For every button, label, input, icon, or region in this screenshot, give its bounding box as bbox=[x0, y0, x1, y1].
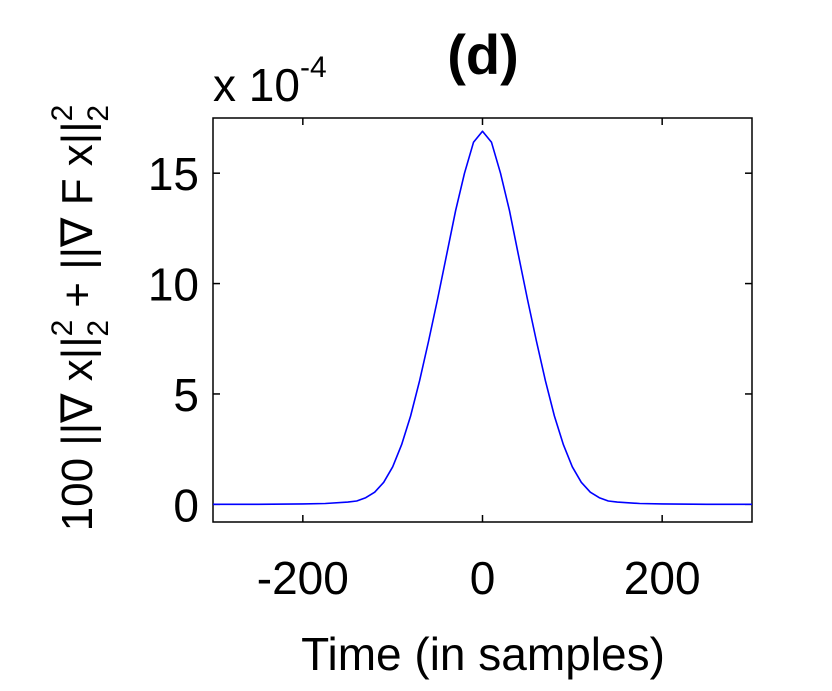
scale-label: x 10-4 bbox=[213, 51, 327, 111]
x-tick-label: 200 bbox=[624, 552, 701, 604]
y-tick-label: 10 bbox=[148, 259, 199, 311]
y-tick-label: 15 bbox=[148, 148, 199, 200]
chart-title: (d) bbox=[447, 23, 519, 86]
y-tick-label: 0 bbox=[173, 479, 199, 531]
y-axis-label: 100 ||∇ x||2 2 + ||∇ F x||2 2 bbox=[46, 105, 115, 532]
y-tick-label: 5 bbox=[173, 369, 199, 421]
series-layer bbox=[213, 130, 752, 506]
plot-area bbox=[212, 117, 753, 523]
x-tick-label: 0 bbox=[470, 552, 496, 604]
y-axis-ticks: 0 5 10 15 bbox=[148, 148, 752, 531]
x-axis-label: Time (in samples) bbox=[301, 628, 665, 680]
x-axis-ticks: -200 0 200 bbox=[257, 118, 701, 604]
x-tick-label: -200 bbox=[257, 552, 349, 604]
series-line bbox=[213, 130, 752, 506]
